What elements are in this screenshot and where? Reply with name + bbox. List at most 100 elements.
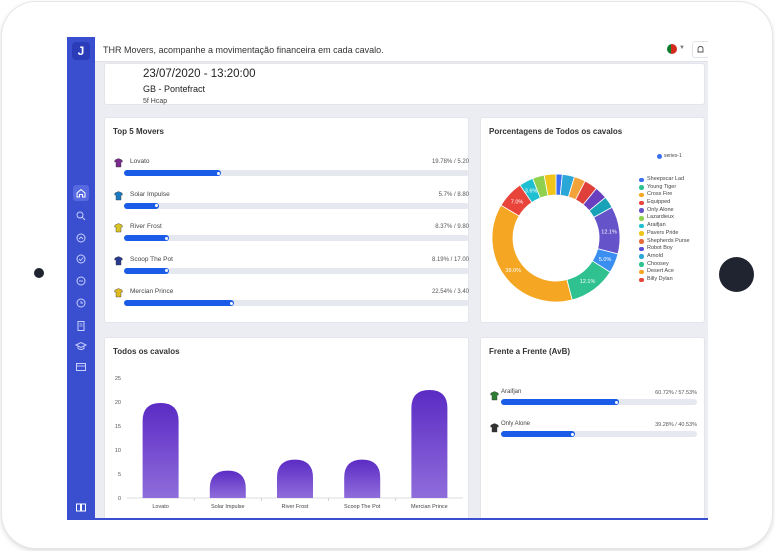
mover-name: Mercian Prince <box>130 288 174 295</box>
jockey-silk-icon <box>113 222 124 233</box>
legend-label: Araifjan <box>647 222 666 229</box>
legend-item[interactable]: Shepherds Purse <box>639 238 690 246</box>
bar-knob <box>164 236 168 240</box>
avb-row[interactable]: Araifjan 60.72% / 57.53% <box>489 389 697 413</box>
legend-label: Equipped <box>647 199 671 206</box>
book-icon[interactable] <box>73 499 89 515</box>
notification-bell-button[interactable] <box>692 41 708 58</box>
bar-chart: 0 5 10 15 20 25 Lovato Solar Impulse River Frost… <box>115 376 463 510</box>
check-icon[interactable] <box>73 251 89 267</box>
mover-stats: 19.78% / 5.20 <box>431 159 469 165</box>
legend-item[interactable]: Equipped <box>639 199 690 207</box>
mover-bar-track <box>124 170 469 176</box>
coin-icon[interactable] <box>73 273 89 289</box>
tablet-camera <box>34 268 44 278</box>
top-movers-title: Top 5 Movers <box>113 127 164 136</box>
x-tick-label: Lovato <box>152 504 169 510</box>
page-title: THR Movers, acompanhe a movimentação fin… <box>103 45 384 55</box>
legend-dot <box>639 223 644 229</box>
avb-bar-fill <box>501 431 576 437</box>
mover-row[interactable]: Solar Impulse 5.7% / 8.80 <box>113 189 469 215</box>
jockey-silk-icon <box>113 157 124 168</box>
all-horses-card: Todos os cavalos 0 5 10 15 20 25 Lovato Solar I… <box>104 337 469 520</box>
y-tick-label: 25 <box>115 376 121 382</box>
jockey-silk-icon <box>113 287 124 298</box>
chevron-down-icon[interactable]: ▼ <box>679 45 685 51</box>
x-tick-label: Solar Impulse <box>211 504 245 510</box>
mover-bar-track <box>124 300 469 306</box>
legend-item[interactable]: Billy Dylan <box>639 276 690 284</box>
mover-stats: 8.37% / 9.80 <box>435 224 469 230</box>
jockey-silk-icon <box>489 390 499 401</box>
legend-item[interactable]: Young Tiger <box>639 184 690 192</box>
home-icon[interactable] <box>73 185 89 201</box>
legend-item[interactable]: Cross Fire <box>639 191 690 199</box>
bar[interactable] <box>142 402 179 498</box>
legend-dot <box>639 277 644 283</box>
legend-label: Choosey <box>647 260 669 267</box>
chart-icon[interactable] <box>73 230 89 246</box>
jockey-silk-icon <box>489 422 499 433</box>
legend-dot <box>639 269 644 275</box>
bar-knob <box>164 269 168 272</box>
bar[interactable] <box>344 459 381 498</box>
mover-row[interactable]: Lovato 19.78% / 5.20 <box>113 156 469 182</box>
card-icon[interactable] <box>73 359 89 375</box>
legend-label: Shepherds Purse <box>647 237 690 244</box>
avb-stats: 60.72% / 57.53% <box>655 390 697 396</box>
legend-item[interactable]: Pavers Pride <box>639 230 690 238</box>
y-tick-label: 15 <box>115 424 121 430</box>
donut-slice[interactable] <box>491 204 573 303</box>
mover-row[interactable]: Mercian Prince 22.54% / 3.40 <box>113 286 469 312</box>
legend-label: Cross Fire <box>647 191 673 198</box>
bar-knob <box>230 301 234 305</box>
legend-item[interactable]: Arnold <box>639 253 690 261</box>
mover-name: Scoop The Pot <box>130 255 173 263</box>
tablet-home-button[interactable] <box>719 257 754 292</box>
donut-chart: 12.1% 5.0% 12.1% 38.0% 7.0%3.6% <box>491 173 621 303</box>
sidebar: J <box>67 37 95 520</box>
donut-slice[interactable] <box>543 173 557 197</box>
avb-stats: 39.28% / 40.53% <box>655 422 697 428</box>
document-icon[interactable] <box>73 318 89 334</box>
legend-dot <box>639 246 644 252</box>
mover-name: River Frost <box>130 223 162 230</box>
legend-label: Lazardieux <box>647 214 674 221</box>
app-logo[interactable]: J <box>72 42 90 60</box>
legend-item[interactable]: Lazardieux <box>639 214 690 222</box>
search-icon[interactable] <box>73 208 89 224</box>
series-legend-chip[interactable]: series-1 <box>657 153 682 159</box>
clock-icon[interactable] <box>73 295 89 311</box>
y-tick-label: 0 <box>118 496 121 502</box>
bar-knob <box>571 432 575 436</box>
x-tick-label: Mercian Prince <box>411 504 448 510</box>
legend-dot <box>639 231 644 236</box>
graduation-icon[interactable] <box>73 338 89 354</box>
legend-item[interactable]: Robot Boy <box>639 245 690 253</box>
legend-label: Desert Ace <box>647 268 674 275</box>
y-tick-label: 20 <box>115 400 121 406</box>
mover-stats: 22.54% / 3.40 <box>431 289 469 295</box>
legend-item[interactable]: Choosey <box>639 261 690 269</box>
legend-item[interactable]: Sheepscar Lad <box>639 176 690 184</box>
portugal-flag-icon[interactable] <box>667 44 677 54</box>
avb-row[interactable]: Only Alone 39.28% / 40.53% <box>489 421 697 445</box>
legend-item[interactable]: Araifjan <box>639 222 690 230</box>
mover-row[interactable]: Scoop The Pot 8.19% / 17.00 <box>113 254 469 280</box>
legend-dot <box>639 208 644 213</box>
legend-item[interactable]: Only Alone <box>639 207 690 215</box>
y-tick-label: 10 <box>115 448 121 454</box>
bar[interactable] <box>277 459 313 498</box>
avb-bar-track <box>501 399 697 405</box>
legend-dot <box>639 200 644 206</box>
slice-label: 12.1% <box>580 279 596 285</box>
avb-bar-fill <box>501 399 619 405</box>
mover-bar-fill <box>124 300 235 306</box>
slice-label: 7.0% <box>511 199 524 205</box>
bar[interactable] <box>411 390 448 498</box>
slice-label: 38.0% <box>505 268 521 274</box>
bar[interactable] <box>209 470 246 498</box>
mover-bar-track <box>124 235 469 241</box>
mover-row[interactable]: River Frost 8.37% / 9.80 <box>113 221 469 247</box>
legend-item[interactable]: Desert Ace <box>639 268 690 276</box>
